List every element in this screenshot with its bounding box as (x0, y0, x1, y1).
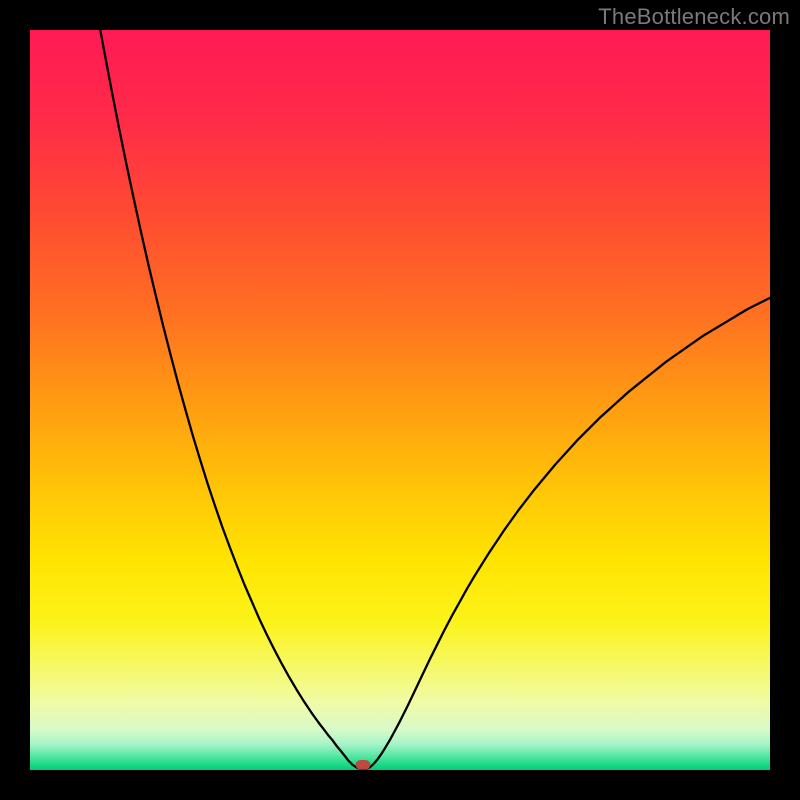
optimum-marker (356, 760, 371, 770)
chart-container: TheBottleneck.com (0, 0, 800, 800)
bottleneck-curve-chart (0, 0, 800, 800)
watermark-label: TheBottleneck.com (598, 4, 790, 30)
plot-background (30, 30, 770, 770)
